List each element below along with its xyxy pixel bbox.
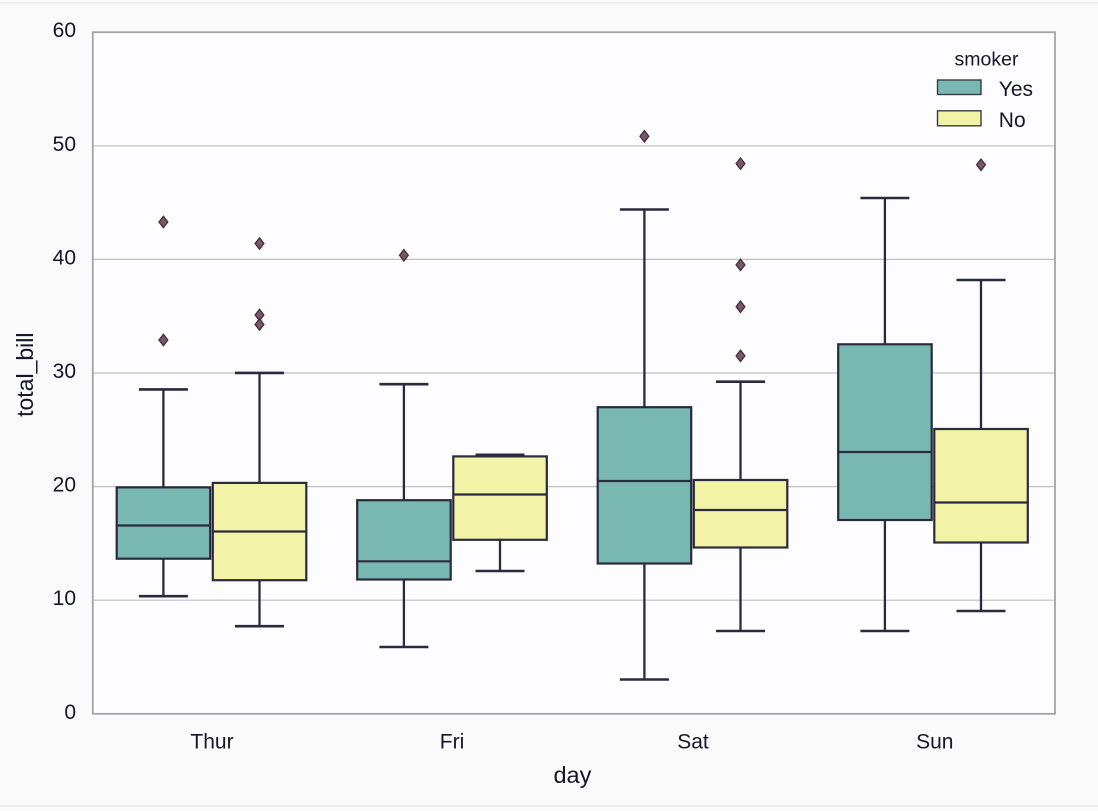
svg-text:Thur: Thur [190,731,233,754]
svg-text:Sat: Sat [677,731,709,754]
svg-text:10: 10 [53,587,76,610]
svg-text:60: 60 [53,19,76,42]
svg-text:total_bill: total_bill [12,333,38,417]
svg-text:0: 0 [64,701,76,724]
svg-text:20: 20 [53,474,76,497]
svg-text:Fri: Fri [440,731,465,754]
svg-text:day: day [553,762,591,788]
svg-text:Sun: Sun [916,731,953,754]
svg-text:50: 50 [53,133,76,156]
svg-text:No: No [999,109,1026,132]
svg-text:Yes: Yes [999,78,1033,101]
svg-text:30: 30 [53,360,76,383]
svg-text:40: 40 [53,246,76,269]
svg-text:smoker: smoker [955,49,1019,71]
